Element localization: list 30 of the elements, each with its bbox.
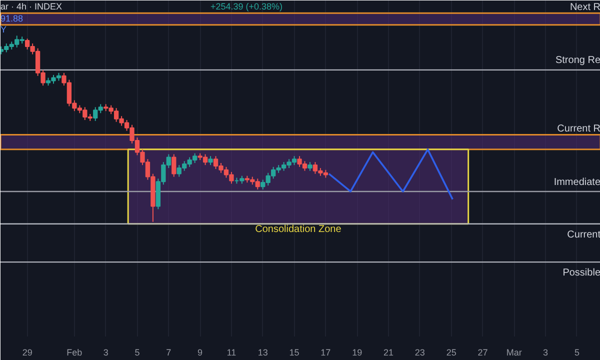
text: ar · 4h · INDEX [0, 1, 62, 12]
x-tick-label: 27 [478, 348, 488, 358]
x-tick-label: 11 [226, 348, 236, 358]
x-tick-label: Feb [66, 348, 82, 358]
x-tick-label: 9 [198, 348, 203, 358]
x-tick-label: Mar [506, 348, 522, 358]
ref-line-label: Possible [562, 268, 600, 279]
x-tick-label: 3 [543, 348, 548, 358]
ref-line-label: Immediate [554, 176, 600, 188]
x-tick-label: 13 [258, 348, 268, 358]
band-label: Current R [557, 124, 600, 135]
x-tick-label: 5 [574, 348, 580, 358]
x-tick-label: 29 [22, 348, 32, 358]
band-label: Next R [570, 2, 600, 14]
x-tick-label: 23 [414, 348, 425, 358]
text: +254.39 (+0.38%) [210, 1, 283, 12]
x-tick-label: 19 [352, 348, 362, 358]
x-tick-label: 25 [446, 348, 456, 358]
candlestick [172, 154, 176, 178]
text: Y [0, 24, 7, 35]
ref-line-label: Current [567, 229, 600, 240]
x-tick-label: 3 [103, 348, 108, 358]
x-tick-label: 21 [384, 348, 394, 358]
text: 91.88 [0, 13, 24, 24]
x-tick-label: 17 [320, 348, 331, 358]
band-label: Consolidation Zone [255, 224, 342, 235]
x-tick-label: 7 [166, 348, 172, 358]
x-tick-label: 5 [134, 348, 140, 358]
x-tick-label: 15 [289, 348, 300, 358]
ref-line-label: Strong Re [555, 55, 600, 66]
